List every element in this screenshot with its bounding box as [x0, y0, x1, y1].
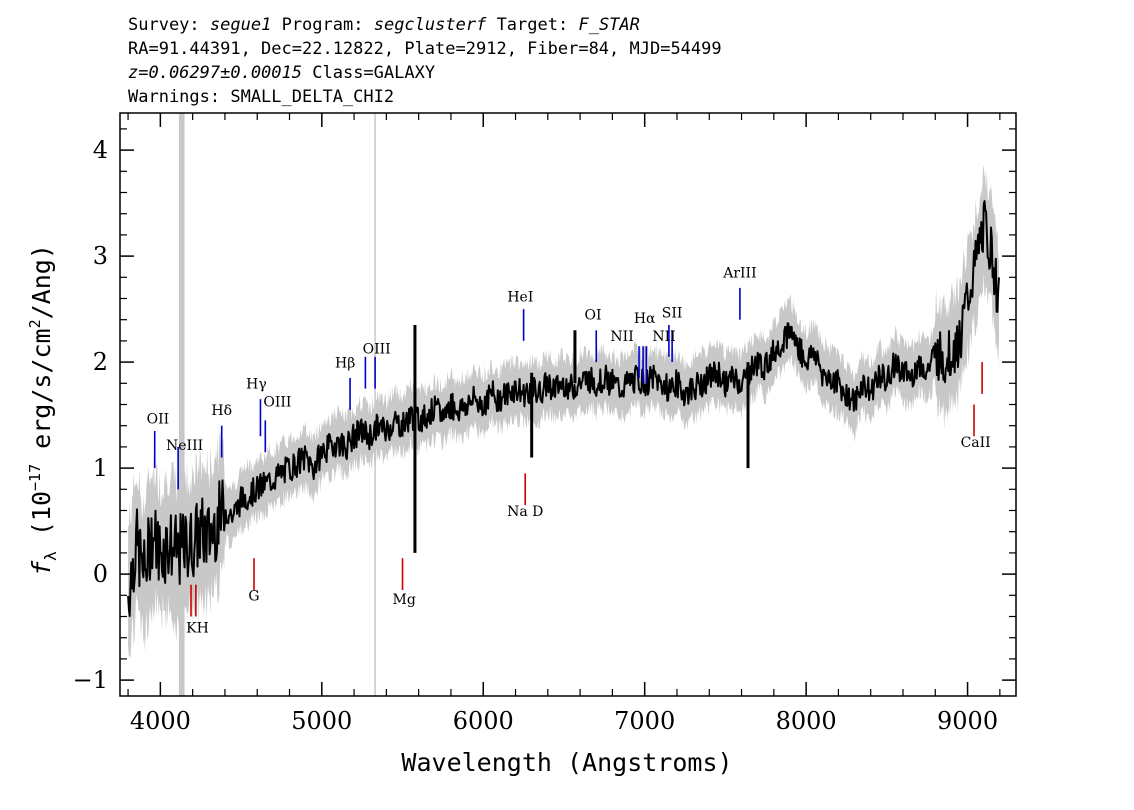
x-tick-label: 4000	[130, 707, 191, 735]
emission-line-label-15: ArIII	[722, 265, 756, 281]
y-axis-label: fλ (10−17 erg/s/cm2/Ang)	[26, 244, 60, 576]
x-tick-label: 5000	[291, 707, 352, 735]
noise-band	[128, 165, 1000, 659]
y-tick-label: 0	[93, 560, 108, 588]
emission-line-label-2: Hδ	[211, 403, 232, 419]
header-line-1: Survey: segue1 Program: segclusterf Targ…	[128, 15, 640, 35]
y-tick-label: 3	[93, 242, 108, 270]
absorption-line-label-0: KH	[186, 620, 209, 636]
emission-line-label-3: Hγ	[246, 377, 267, 393]
y-tick-label: −1	[73, 666, 108, 694]
target-value: F_STAR	[578, 15, 639, 35]
x-tick-label: 9000	[937, 707, 998, 735]
emission-line-label-10: NII	[610, 329, 633, 345]
x-tick-label: 6000	[453, 707, 514, 735]
masked-region	[178, 113, 185, 696]
absorption-line-label-4: Na D	[507, 504, 543, 520]
class-value: Class=GALAXY	[312, 63, 435, 83]
x-axis-label: Wavelength (Angstroms)	[401, 748, 732, 777]
absorption-line-label-3: Mg	[392, 592, 415, 608]
axis-ticks: 4000 5000 6000 7000 8000 9000 −1 0 1 2 3 4	[73, 113, 1016, 735]
x-tick-label: 7000	[614, 707, 675, 735]
emission-line-label-8: HeI	[507, 290, 533, 306]
flux-line	[127, 200, 1000, 617]
emission-line-label-11: Hα	[634, 311, 656, 327]
header-warnings: Warnings: SMALL_DELTA_CHI2	[128, 87, 394, 107]
y-tick-label: 4	[93, 136, 108, 164]
emission-line-label-0: OII	[147, 412, 170, 428]
emission-line-label-1: NeIII	[166, 438, 203, 454]
emission-line-label-13: SII	[662, 306, 683, 322]
x-tick-label: 8000	[776, 707, 837, 735]
emission-line-label-9: OI	[585, 308, 602, 324]
redshift-value: z=0.06297±0.00015	[128, 63, 302, 83]
y-tick-label: 2	[93, 348, 108, 376]
absorption-line-label-5: CaII	[961, 435, 991, 451]
program-value: segclusterf	[374, 15, 487, 35]
absorption-line-label-2: G	[248, 589, 259, 605]
flux-series	[127, 200, 1000, 617]
survey-value: segue1	[210, 15, 271, 35]
emission-line-label-4: OIII	[263, 395, 291, 411]
noise-envelope	[128, 165, 1000, 659]
mask-band	[178, 113, 185, 696]
emission-line-label-6: OIII	[363, 342, 391, 358]
y-tick-label: 1	[93, 454, 108, 482]
header-line-2: RA=91.44391, Dec=22.12822, Plate=2912, F…	[128, 39, 722, 59]
header-line-3: z=0.06297±0.00015 Class=GALAXY	[128, 63, 435, 83]
emission-line-label-14: NII	[652, 329, 675, 345]
emission-line-label-5: Hβ	[335, 355, 355, 371]
